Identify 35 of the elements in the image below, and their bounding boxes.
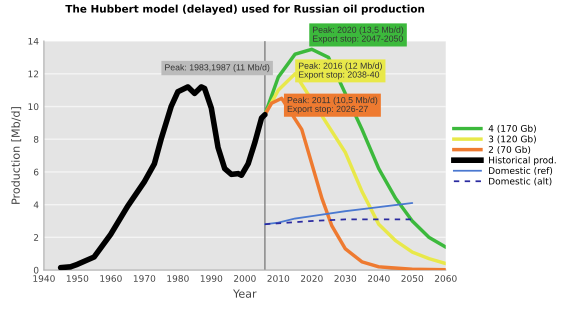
y-tick-label: 8 [34, 136, 38, 143]
legend-label: 4 (170 Gb) [488, 124, 536, 133]
legend-label: 2 (70 Gb) [488, 146, 530, 154]
line-series [264, 202, 414, 226]
y-axis-title: Production [Mb/d] [11, 107, 22, 204]
x-tick-label: 1970 [134, 275, 156, 282]
x-tick-label: 2040 [368, 275, 390, 282]
annotation: Peak: 1983,1987 (11 Mb/d) [165, 64, 270, 72]
x-tick-label: 2000 [234, 275, 256, 282]
x-tick-label: 1940 [33, 275, 55, 282]
legend-label: Domestic (ref) [489, 167, 552, 176]
x-tick-label: 2060 [434, 275, 457, 282]
y-tick-label: 6 [34, 168, 38, 176]
annotation: Peak: 2011 (10,5 Mb/d) Export stop: 2026-27 [288, 96, 378, 114]
x-tick-label: 1990 [200, 275, 222, 282]
annotation: Peak: 2016 (12 Mb/d) Export stop: 2038-40 [298, 62, 382, 80]
x-tick-label: 1950 [66, 275, 88, 282]
y-tick-label: 2 [34, 234, 38, 241]
x-tick-label: 2020 [300, 275, 323, 282]
x-tick-label: 2010 [267, 275, 290, 282]
x-tick-label: 1960 [100, 275, 122, 282]
x-tick-label: 1980 [167, 275, 189, 282]
y-tick-label: 0 [34, 266, 38, 274]
legend-label: Historical prod. [489, 156, 556, 166]
x-axis-title: Year [233, 290, 257, 298]
y-tick-label: 14 [28, 38, 39, 45]
y-tick-label: 4 [34, 201, 39, 208]
x-tick-label: 2050 [401, 275, 424, 282]
x-tick-label: 2030 [334, 275, 356, 282]
chart-title: The Hubbert model (delayed) used for Russian oil production [65, 4, 424, 15]
y-tick-label: 10 [28, 103, 38, 110]
y-tick-label: 12 [28, 70, 38, 78]
legend-label: Domestic (alt) [489, 178, 552, 186]
legend-label: 3 (120 Gb) [488, 135, 536, 144]
annotation: Peak: 2020 (13,5 Mb/d) Export stop: 2047-2050 [313, 26, 404, 44]
